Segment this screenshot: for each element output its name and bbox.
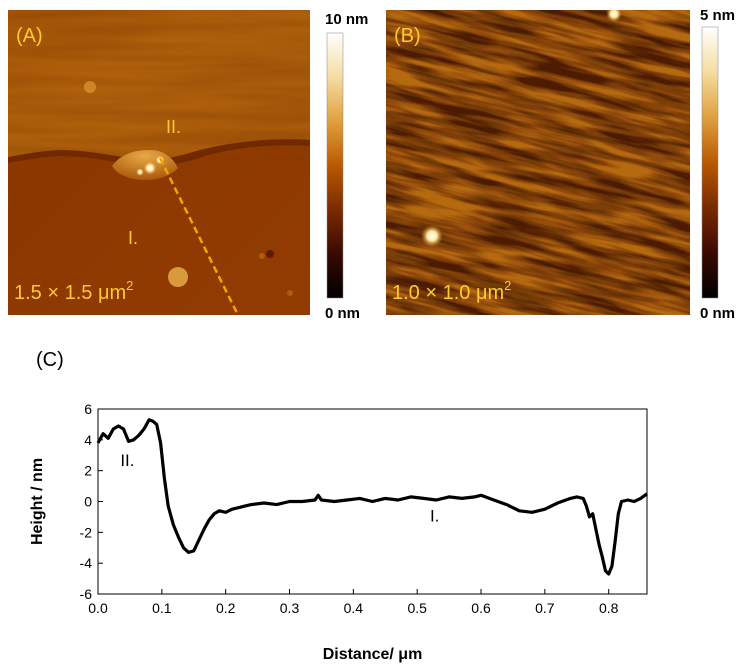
colorbar-a-min-label: 0 nm — [325, 305, 360, 322]
chart-annotation: I. — [430, 507, 439, 526]
panel-a-letter: (A) — [16, 25, 43, 47]
x-tick-label: 0.5 — [407, 600, 427, 616]
height-profile-chart: -6 -4 -2 0 2 4 6 0.0 0.1 0.2 0.3 0.4 0.5 0.6 0.7 0.8 I… — [29, 401, 648, 663]
scan-size-label-a: 1.5 × 1.5 μm2 — [14, 278, 133, 304]
particle — [606, 10, 622, 22]
particle — [421, 225, 443, 247]
y-axis-label: Height / nm — [29, 458, 46, 545]
particle — [143, 161, 157, 175]
y-tick-label: 0 — [84, 494, 92, 510]
region-ii-label: II. — [166, 117, 181, 137]
upper-terrace-texture — [8, 10, 310, 160]
plot-frame — [97, 408, 648, 595]
y-tick-label: 4 — [84, 432, 92, 448]
scan-size-label-b: 1.0 × 1.0 μm2 — [392, 278, 511, 304]
y-tick-label: 2 — [84, 463, 92, 479]
colorbar-b-max-label: 5 nm — [700, 7, 735, 24]
colorbar-a: 10 nm 0 nm — [325, 11, 368, 322]
profile-line — [158, 157, 240, 315]
y-tick-label: -6 — [80, 586, 93, 602]
particle — [136, 168, 144, 176]
y-tick-label: -4 — [80, 555, 93, 571]
x-tick-label: 0.3 — [280, 600, 300, 616]
y-tick-label: -2 — [80, 524, 93, 540]
y-tick-label: 6 — [84, 401, 92, 417]
height-profile-line — [96, 418, 648, 576]
colorbar-a-max-label: 10 nm — [325, 11, 368, 28]
region-i-label: I. — [128, 228, 138, 248]
colorbar-b-gradient — [701, 26, 719, 299]
stripe-texture — [386, 10, 690, 315]
chart-annotations: II. I. — [120, 451, 439, 526]
colorbar-b: 5 nm 0 nm — [700, 7, 735, 322]
step-edge — [8, 139, 310, 166]
y-axis: -6 -4 -2 0 2 4 6 — [80, 401, 103, 602]
x-tick-label: 0.4 — [344, 600, 364, 616]
particle — [266, 250, 274, 258]
x-axis: 0.0 0.1 0.2 0.3 0.4 0.5 0.6 0.7 0.8 — [88, 589, 619, 616]
colorbar-b-min-label: 0 nm — [700, 305, 735, 322]
particle — [84, 81, 96, 93]
panel-c-letter: (C) — [36, 349, 64, 371]
x-axis-label: Distance/ μm — [323, 646, 423, 663]
x-tick-label: 0.2 — [216, 600, 236, 616]
particle — [168, 267, 188, 287]
afm-image-panel-a — [8, 10, 310, 315]
panel-b-letter: (B) — [394, 25, 421, 47]
particle — [287, 290, 293, 296]
x-tick-label: 0.6 — [471, 600, 491, 616]
x-tick-label: 0.1 — [152, 600, 172, 616]
x-tick-label: 0.8 — [599, 600, 619, 616]
x-tick-label: 0.7 — [535, 600, 555, 616]
particle — [259, 253, 265, 259]
x-tick-label: 0.0 — [88, 600, 108, 616]
chart-annotation: II. — [120, 451, 134, 470]
colorbar-a-gradient — [326, 32, 344, 299]
afm-image-panel-b — [386, 10, 690, 315]
